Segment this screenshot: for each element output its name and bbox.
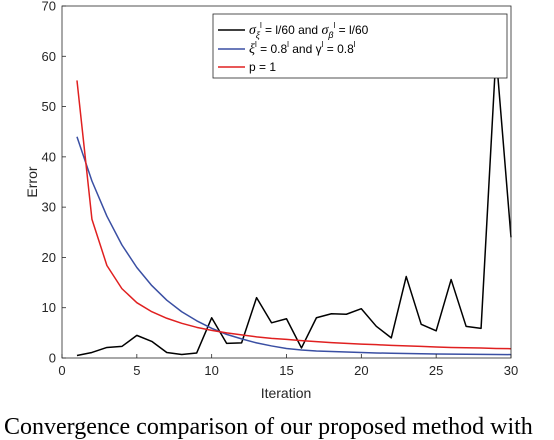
x-tick-label: 5 (133, 363, 140, 378)
x-tick-label: 15 (279, 363, 293, 378)
legend-entry-2: ξl = 0.8l and γl = 0.8l (249, 40, 356, 57)
y-tick-label: 10 (42, 300, 56, 315)
y-tick-label: 60 (42, 49, 56, 64)
y-tick-label: 70 (42, 0, 56, 14)
legend: σξl = l/60 and σβl = l/60 ξl = 0.8l and … (212, 13, 508, 79)
series-line-sigma (76, 53, 512, 357)
y-tick-label: 20 (42, 250, 56, 265)
y-axis-label: Error (24, 166, 40, 197)
line-chart: 0 5 10 15 20 25 30 0 10 20 30 40 50 60 70 Iteration Er… (24, 0, 519, 401)
ticks-layer: 0 5 10 15 20 25 30 0 10 20 30 40 50 60 70 (42, 0, 519, 378)
legend-box (212, 13, 508, 79)
series-line-p1 (76, 80, 512, 350)
figure-caption: Convergence comparison of our proposed m… (4, 414, 533, 440)
x-tick-label: 10 (204, 363, 218, 378)
y-tick-label: 0 (49, 351, 56, 366)
x-tick-label: 30 (504, 363, 518, 378)
y-tick-label: 30 (42, 200, 56, 215)
x-tick-label: 20 (354, 363, 368, 378)
x-tick-label: 0 (58, 363, 65, 378)
x-tick-label: 25 (429, 363, 443, 378)
y-tick-label: 50 (42, 99, 56, 114)
legend-entry-1: σξl = l/60 and σβl = l/60 (249, 21, 369, 40)
series-line-xi-gamma (76, 136, 512, 356)
series-layer (76, 53, 512, 357)
y-tick-label: 40 (42, 149, 56, 164)
x-axis-label: Iteration (261, 385, 312, 401)
legend-entry-3: p = 1 (249, 60, 276, 74)
